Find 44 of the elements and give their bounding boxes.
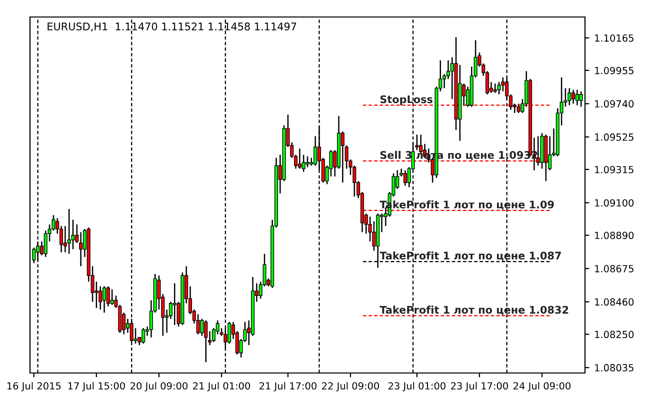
x-tick-label: 21 Jul 17:00 — [260, 382, 316, 392]
candlestick — [298, 148, 302, 170]
x-tick-label: 16 Jul 2015 — [7, 382, 61, 392]
candlestick — [142, 327, 146, 344]
ref-line-label: TakeProfit 1 лот по цене 1.0832 — [380, 306, 568, 316]
x-tick-label: 23 Jul 17:00 — [451, 382, 508, 392]
candlestick — [493, 82, 497, 94]
candlestick — [403, 170, 407, 186]
chart-title: EURUSD,H1 1.11470 1.11521 1.11458 1.11497 — [48, 22, 296, 32]
candlestick — [572, 89, 576, 104]
ref-line-label: StopLoss — [380, 95, 432, 106]
candlestick — [306, 156, 310, 168]
candlestick — [110, 288, 114, 306]
y-tick-label: 1.09955 — [595, 66, 634, 74]
candlestick — [340, 130, 344, 184]
candlestick — [419, 134, 423, 154]
candlestick — [568, 88, 572, 106]
x-tick-label: 22 Jul 09:00 — [322, 382, 379, 392]
x-tick-label: 24 Jul 09:00 — [514, 382, 571, 392]
x-tick-label: 23 Jul 01:00 — [388, 382, 446, 392]
x-tick-label: 17 Jul 15:00 — [68, 382, 125, 392]
y-tick-label: 1.08460 — [595, 298, 634, 306]
candlestick — [98, 286, 102, 310]
y-tick-label: 1.10165 — [595, 34, 634, 42]
candlestick — [172, 282, 176, 326]
x-tick-label: 21 Jul 01:00 — [193, 382, 250, 392]
y-tick-label: 1.08035 — [595, 364, 634, 372]
candlestick — [497, 81, 501, 96]
candlestick — [575, 89, 579, 106]
candlestick — [204, 320, 208, 363]
y-tick-label: 1.09525 — [595, 133, 634, 141]
y-tick-label: 1.08250 — [595, 330, 634, 338]
candlestick — [196, 314, 200, 335]
candlestick — [134, 327, 138, 344]
candlestick — [102, 286, 106, 314]
y-tick-label: 1.09100 — [595, 199, 634, 207]
y-tick-label: 1.08675 — [595, 265, 634, 272]
x-tick-label: 20 Jul 09:00 — [130, 382, 188, 392]
candlestick — [67, 208, 71, 254]
ref-line-label: TakeProfit 1 лот по цене 1.087 — [380, 251, 561, 261]
y-tick-label: 1.09315 — [595, 166, 634, 174]
y-tick-label: 1.08890 — [595, 232, 634, 240]
candlestick — [200, 318, 204, 336]
y-tick-label: 1.09740 — [595, 100, 634, 108]
